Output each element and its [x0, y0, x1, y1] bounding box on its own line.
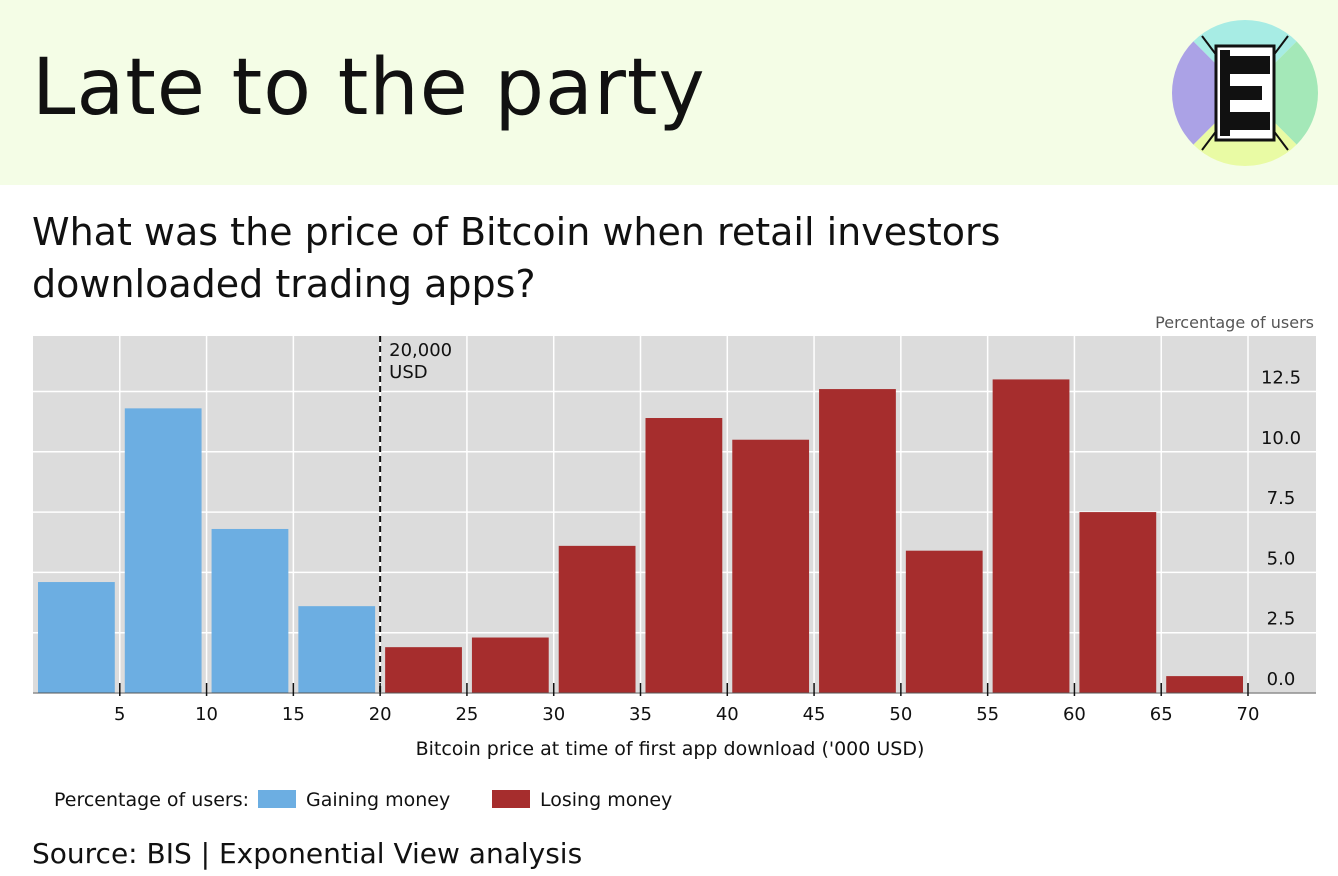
y-tick-label: 0.0	[1267, 669, 1296, 690]
x-tick-label: 55	[976, 704, 999, 725]
bar-losing-money	[1079, 512, 1157, 693]
x-tick-label: 20	[369, 704, 392, 725]
header-banner	[0, 0, 1338, 185]
page-title: Late to the party	[32, 43, 706, 133]
x-tick-label: 30	[542, 704, 565, 725]
bar-losing-money	[1166, 676, 1243, 693]
legend-label: Gaining money	[306, 789, 450, 811]
x-tick-label: 70	[1237, 704, 1260, 725]
y-tick-label: 10.0	[1261, 428, 1301, 449]
legend-title: Percentage of users:	[54, 789, 249, 811]
x-tick-label: 45	[803, 704, 826, 725]
source-note: Source: BIS | Exponential View analysis	[32, 837, 583, 870]
x-axis-label: Bitcoin price at time of first app downl…	[416, 738, 925, 760]
bar-losing-money	[732, 439, 810, 693]
bar-losing-money	[471, 637, 549, 693]
x-tick-label: 65	[1150, 704, 1173, 725]
bar-losing-money	[645, 418, 723, 693]
x-tick-label: 35	[629, 704, 652, 725]
bar-losing-money	[992, 379, 1070, 693]
threshold-label: 20,000	[389, 340, 452, 361]
y-tick-label: 7.5	[1267, 488, 1296, 509]
x-tick-label: 25	[455, 704, 478, 725]
bar-gaining-money	[38, 582, 115, 693]
bar-gaining-money	[211, 528, 289, 693]
legend-swatch	[258, 790, 296, 808]
bar-losing-money	[819, 389, 896, 693]
x-tick-label: 60	[1063, 704, 1086, 725]
x-tick-label: 40	[716, 704, 739, 725]
y-tick-label: 2.5	[1267, 609, 1296, 630]
y-tick-label: 5.0	[1267, 548, 1296, 569]
y-tick-label: 12.5	[1261, 367, 1301, 388]
legend-label: Losing money	[540, 789, 672, 811]
chart-subtitle: What was the price of Bitcoin when retai…	[32, 210, 1001, 306]
bar-gaining-money	[124, 408, 202, 693]
bar-gaining-money	[298, 606, 376, 693]
x-tick-label: 5	[114, 704, 125, 725]
x-tick-label: 50	[889, 704, 912, 725]
bar-losing-money	[905, 550, 983, 693]
bar-losing-money	[558, 545, 636, 693]
bar-losing-money	[385, 647, 462, 693]
threshold-label: USD	[389, 362, 427, 383]
x-tick-label: 15	[282, 704, 305, 725]
brand-logo-icon	[1172, 20, 1318, 166]
x-tick-label: 10	[195, 704, 218, 725]
y-axis-label: Percentage of users	[1155, 313, 1314, 332]
legend-swatch	[492, 790, 530, 808]
